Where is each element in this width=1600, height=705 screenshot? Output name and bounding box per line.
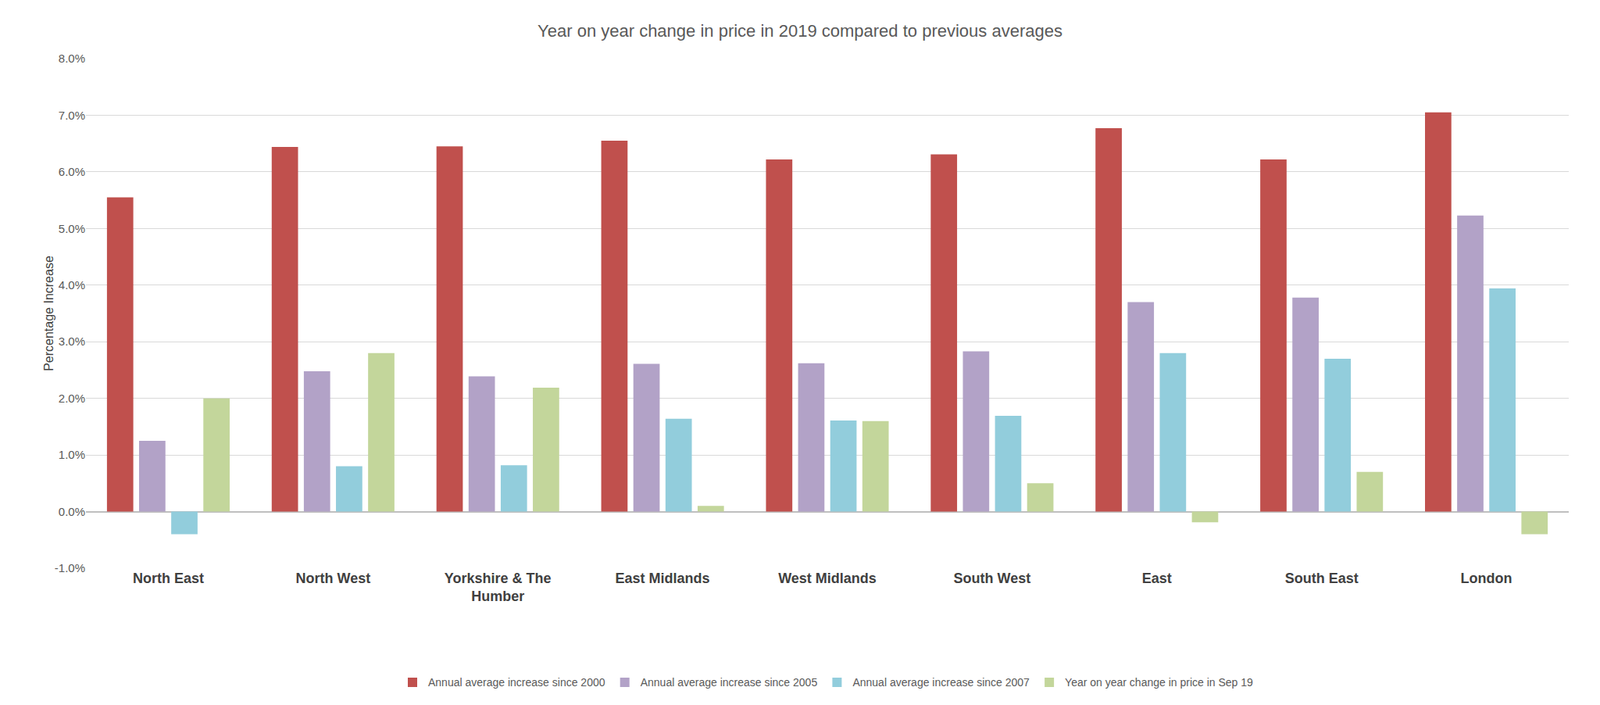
svg-text:8.0%: 8.0%	[58, 51, 86, 65]
svg-text:Percentage Increase: Percentage Increase	[42, 255, 56, 372]
svg-text:East: East	[1142, 570, 1172, 586]
svg-text:2.0%: 2.0%	[58, 391, 86, 405]
svg-text:1.0%: 1.0%	[58, 447, 86, 461]
svg-text:Annual average increase since: Annual average increase since 2005	[640, 675, 818, 689]
svg-text:Annual average increase since: Annual average increase since 2007	[852, 675, 1030, 689]
svg-text:Year on year change in price i: Year on year change in price in 2019 com…	[537, 21, 1063, 41]
svg-text:North East: North East	[132, 570, 204, 586]
svg-text:South West: South West	[953, 570, 1032, 586]
svg-text:3.0%: 3.0%	[58, 334, 86, 348]
svg-text:Year on year change in price i: Year on year change in price in Sep 19	[1064, 675, 1254, 689]
svg-text:5.0%: 5.0%	[58, 221, 86, 236]
svg-text:West Midlands: West Midlands	[778, 570, 877, 586]
svg-text:7.0%: 7.0%	[58, 108, 86, 122]
svg-text:North West: North West	[295, 570, 371, 586]
svg-text:London: London	[1460, 570, 1513, 586]
svg-text:Annual average increase since: Annual average increase since 2000	[428, 675, 606, 689]
svg-text:6.0%: 6.0%	[58, 164, 86, 179]
svg-text:Yorkshire & TheHumber: Yorkshire & TheHumber	[444, 570, 552, 604]
svg-text:East Midlands: East Midlands	[615, 570, 711, 586]
svg-text:-1.0%: -1.0%	[54, 560, 86, 575]
svg-text:4.0%: 4.0%	[58, 278, 86, 292]
svg-text:0.0%: 0.0%	[58, 504, 86, 518]
svg-text:South East: South East	[1285, 570, 1359, 586]
